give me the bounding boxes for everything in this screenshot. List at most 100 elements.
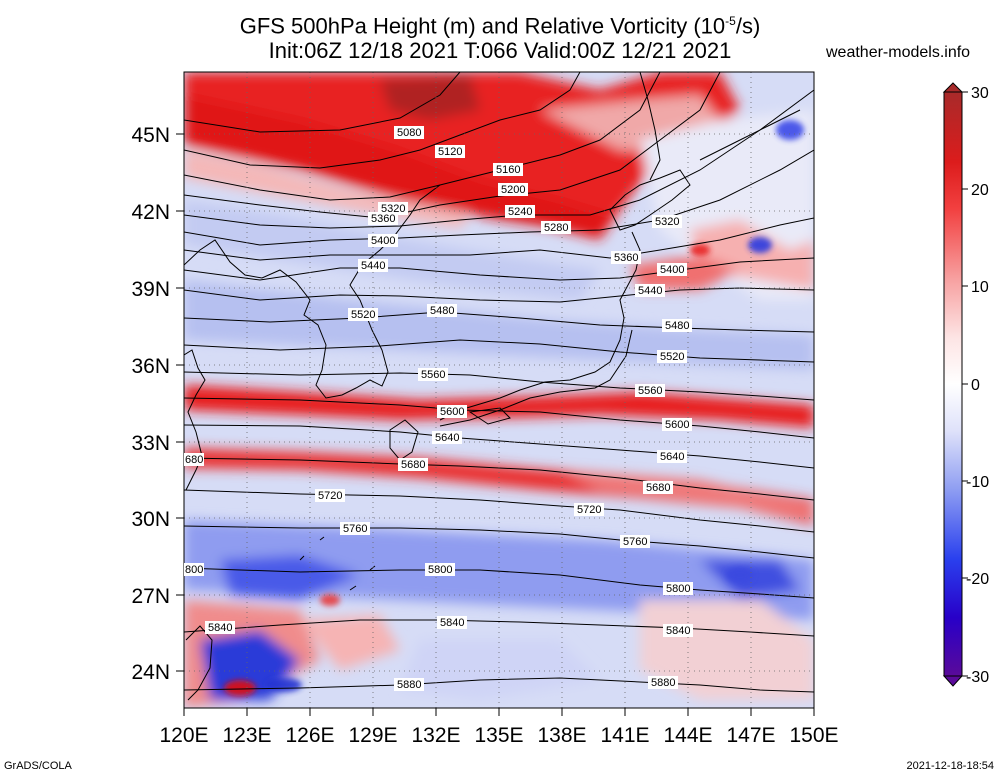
colorbar-label: 10 — [971, 279, 989, 296]
svg-text:5480: 5480 — [430, 305, 454, 317]
colorbar-max-arrow — [942, 82, 964, 93]
colorbar-label: 20 — [971, 182, 989, 199]
lat-tick-label: 33N — [131, 432, 170, 455]
contour-label-5760: 5760 — [340, 522, 370, 535]
svg-text:5840: 5840 — [440, 617, 464, 629]
lon-tick-label: 141E — [600, 724, 649, 747]
contour-label-5520: 5520 — [348, 308, 378, 321]
contour-label-5480: 5480 — [662, 319, 692, 332]
contour-label-5680: 5680 — [398, 458, 428, 471]
contour-label-5320: 5320 — [378, 202, 408, 215]
svg-text:5520: 5520 — [351, 309, 375, 321]
contour-label-5880: 5880 — [648, 676, 678, 689]
svg-text:5720: 5720 — [318, 490, 342, 502]
svg-text:5800: 5800 — [666, 583, 690, 595]
colorbar-label: 30 — [971, 85, 989, 102]
contour-label-5520: 5520 — [657, 350, 687, 363]
lon-tick-label: 147E — [726, 724, 775, 747]
contour-label-5360: 5360 — [368, 212, 398, 225]
svg-text:5520: 5520 — [660, 351, 684, 363]
contour-label-5440: 5440 — [358, 259, 388, 272]
svg-text:800: 800 — [185, 564, 203, 576]
svg-text:5880: 5880 — [651, 677, 675, 689]
svg-text:5600: 5600 — [440, 406, 464, 418]
contour-label-5640: 5640 — [657, 450, 687, 463]
lon-axis: 120E 123E 126E 129E 132E 135E 138E 141E … — [159, 708, 839, 747]
svg-text:5080: 5080 — [397, 127, 421, 139]
chart-subtitle: Init:06Z 12/18 2021 T:066 Valid:00Z 12/2… — [268, 38, 732, 63]
graticule — [184, 72, 814, 708]
svg-text:5400: 5400 — [660, 264, 684, 276]
lon-tick-label: 126E — [285, 724, 334, 747]
colorbar-label: 0 — [971, 377, 980, 394]
svg-text:5200: 5200 — [501, 184, 525, 196]
svg-text:5320: 5320 — [655, 216, 679, 228]
colorbar-label: -20 — [966, 571, 989, 588]
svg-text:5760: 5760 — [623, 536, 647, 548]
svg-text:5680: 5680 — [401, 459, 425, 471]
contour-label-5400: 5400 — [368, 234, 398, 247]
svg-text:5240: 5240 — [508, 206, 532, 218]
height-contours — [184, 72, 814, 693]
lon-tick-label: 144E — [663, 724, 712, 747]
svg-text:5280: 5280 — [544, 222, 568, 234]
contour-label-5640: 5640 — [432, 431, 462, 444]
lat-axis: 45N 42N 39N 36N 33N 30N 27N 24N — [131, 124, 184, 684]
contour-label-5600: 5600 — [437, 405, 467, 418]
contour-label-5320: 5320 — [652, 215, 682, 228]
contour-label-5160: 5160 — [493, 163, 523, 176]
lat-tick-label: 36N — [131, 355, 170, 378]
contour-label-5560: 5560 — [418, 368, 448, 381]
lon-tick-label: 135E — [474, 724, 523, 747]
contour-label-5840: 5840 — [205, 621, 235, 634]
contour-label-5240: 5240 — [505, 205, 535, 218]
svg-text:680: 680 — [185, 454, 203, 466]
contour-label-800: 800 — [184, 563, 204, 576]
contour-label-5400: 5400 — [657, 263, 687, 276]
software-credit: GrADS/COLA — [4, 760, 72, 772]
svg-text:5880: 5880 — [397, 679, 421, 691]
svg-text:5680: 5680 — [646, 482, 670, 494]
svg-text:5800: 5800 — [428, 564, 452, 576]
contour-label-5360: 5360 — [611, 251, 641, 264]
contour-label-5760: 5760 — [620, 535, 650, 548]
svg-text:5840: 5840 — [208, 622, 232, 634]
contour-label-5080: 5080 — [394, 126, 424, 139]
lat-tick-label: 24N — [131, 661, 170, 684]
colorbar-min-arrow — [942, 675, 964, 687]
lat-tick-label: 45N — [131, 124, 170, 147]
contour-label-5840: 5840 — [663, 624, 693, 637]
svg-text:5640: 5640 — [660, 451, 684, 463]
contour-label-5680: 5680 — [643, 481, 673, 494]
lat-tick-label: 42N — [131, 201, 170, 224]
contour-label-680: 680 — [184, 453, 204, 466]
lat-tick-label: 30N — [131, 508, 170, 531]
lon-tick-label: 123E — [222, 724, 271, 747]
colorbar: 30 20 10 0 -10 -20 -30 — [942, 82, 989, 687]
colorbar-label: -10 — [966, 474, 989, 491]
svg-text:5720: 5720 — [577, 504, 601, 516]
contour-label-5600: 5600 — [662, 418, 692, 431]
lon-tick-label: 120E — [159, 724, 208, 747]
contour-label-5200: 5200 — [498, 183, 528, 196]
contour-label-5120: 5120 — [435, 145, 465, 158]
render-timestamp: 2021-12-18-18:54 — [906, 760, 994, 772]
colorbar-label: -30 — [966, 669, 989, 686]
svg-text:5120: 5120 — [438, 146, 462, 158]
contour-label-5560: 5560 — [635, 384, 665, 397]
contour-label-5800: 5800 — [663, 582, 693, 595]
lon-tick-label: 132E — [411, 724, 460, 747]
contour-label-5720: 5720 — [574, 503, 604, 516]
svg-text:5840: 5840 — [666, 625, 690, 637]
contour-label-5280: 5280 — [541, 221, 571, 234]
svg-text:5480: 5480 — [665, 320, 689, 332]
contour-label-5800: 5800 — [425, 563, 455, 576]
lon-tick-label: 129E — [348, 724, 397, 747]
contour-label-5720: 5720 — [315, 489, 345, 502]
contour-label-5440: 5440 — [635, 284, 665, 297]
lat-tick-label: 27N — [131, 585, 170, 608]
lon-tick-label: 138E — [537, 724, 586, 747]
lon-tick-label: 150E — [789, 724, 838, 747]
svg-text:5440: 5440 — [638, 285, 662, 297]
